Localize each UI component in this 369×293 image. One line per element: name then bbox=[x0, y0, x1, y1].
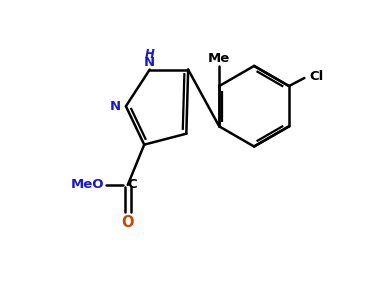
Text: C: C bbox=[127, 178, 137, 191]
Text: Cl: Cl bbox=[309, 70, 323, 83]
Text: O: O bbox=[121, 215, 134, 230]
Text: H: H bbox=[145, 48, 155, 61]
Text: Me: Me bbox=[208, 52, 230, 65]
Text: N: N bbox=[110, 100, 121, 113]
Text: MeO: MeO bbox=[71, 178, 104, 191]
Text: N: N bbox=[144, 57, 155, 69]
